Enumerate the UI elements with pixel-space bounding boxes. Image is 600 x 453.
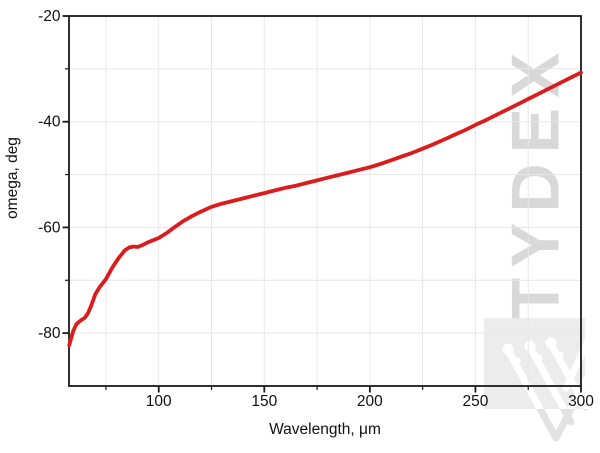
axis-ticks [62,15,582,393]
tick-labels: -20 -40 -60 -80 100 150 200 250 300 [38,8,594,410]
y-tick-label: -20 [38,8,61,25]
y-tick-label: -80 [38,325,61,342]
data-curve-omega [67,70,583,348]
y-axis-label: omega, deg [4,137,21,219]
y-tick-label: -60 [38,219,61,236]
plot-border [68,15,582,387]
watermark-text: TYDEX [497,43,573,320]
x-tick-label: 300 [568,393,594,410]
y-tick-label: -40 [38,114,61,131]
logo-mark [502,337,585,409]
logo-mark [536,409,589,442]
x-tick-label: 150 [251,393,277,410]
x-tick-label: 250 [462,393,488,410]
x-tick-label: 200 [357,393,383,410]
grid-lines [69,16,581,386]
x-axis-label: Wavelength, μm [269,421,381,438]
x-tick-label: 100 [146,393,172,410]
